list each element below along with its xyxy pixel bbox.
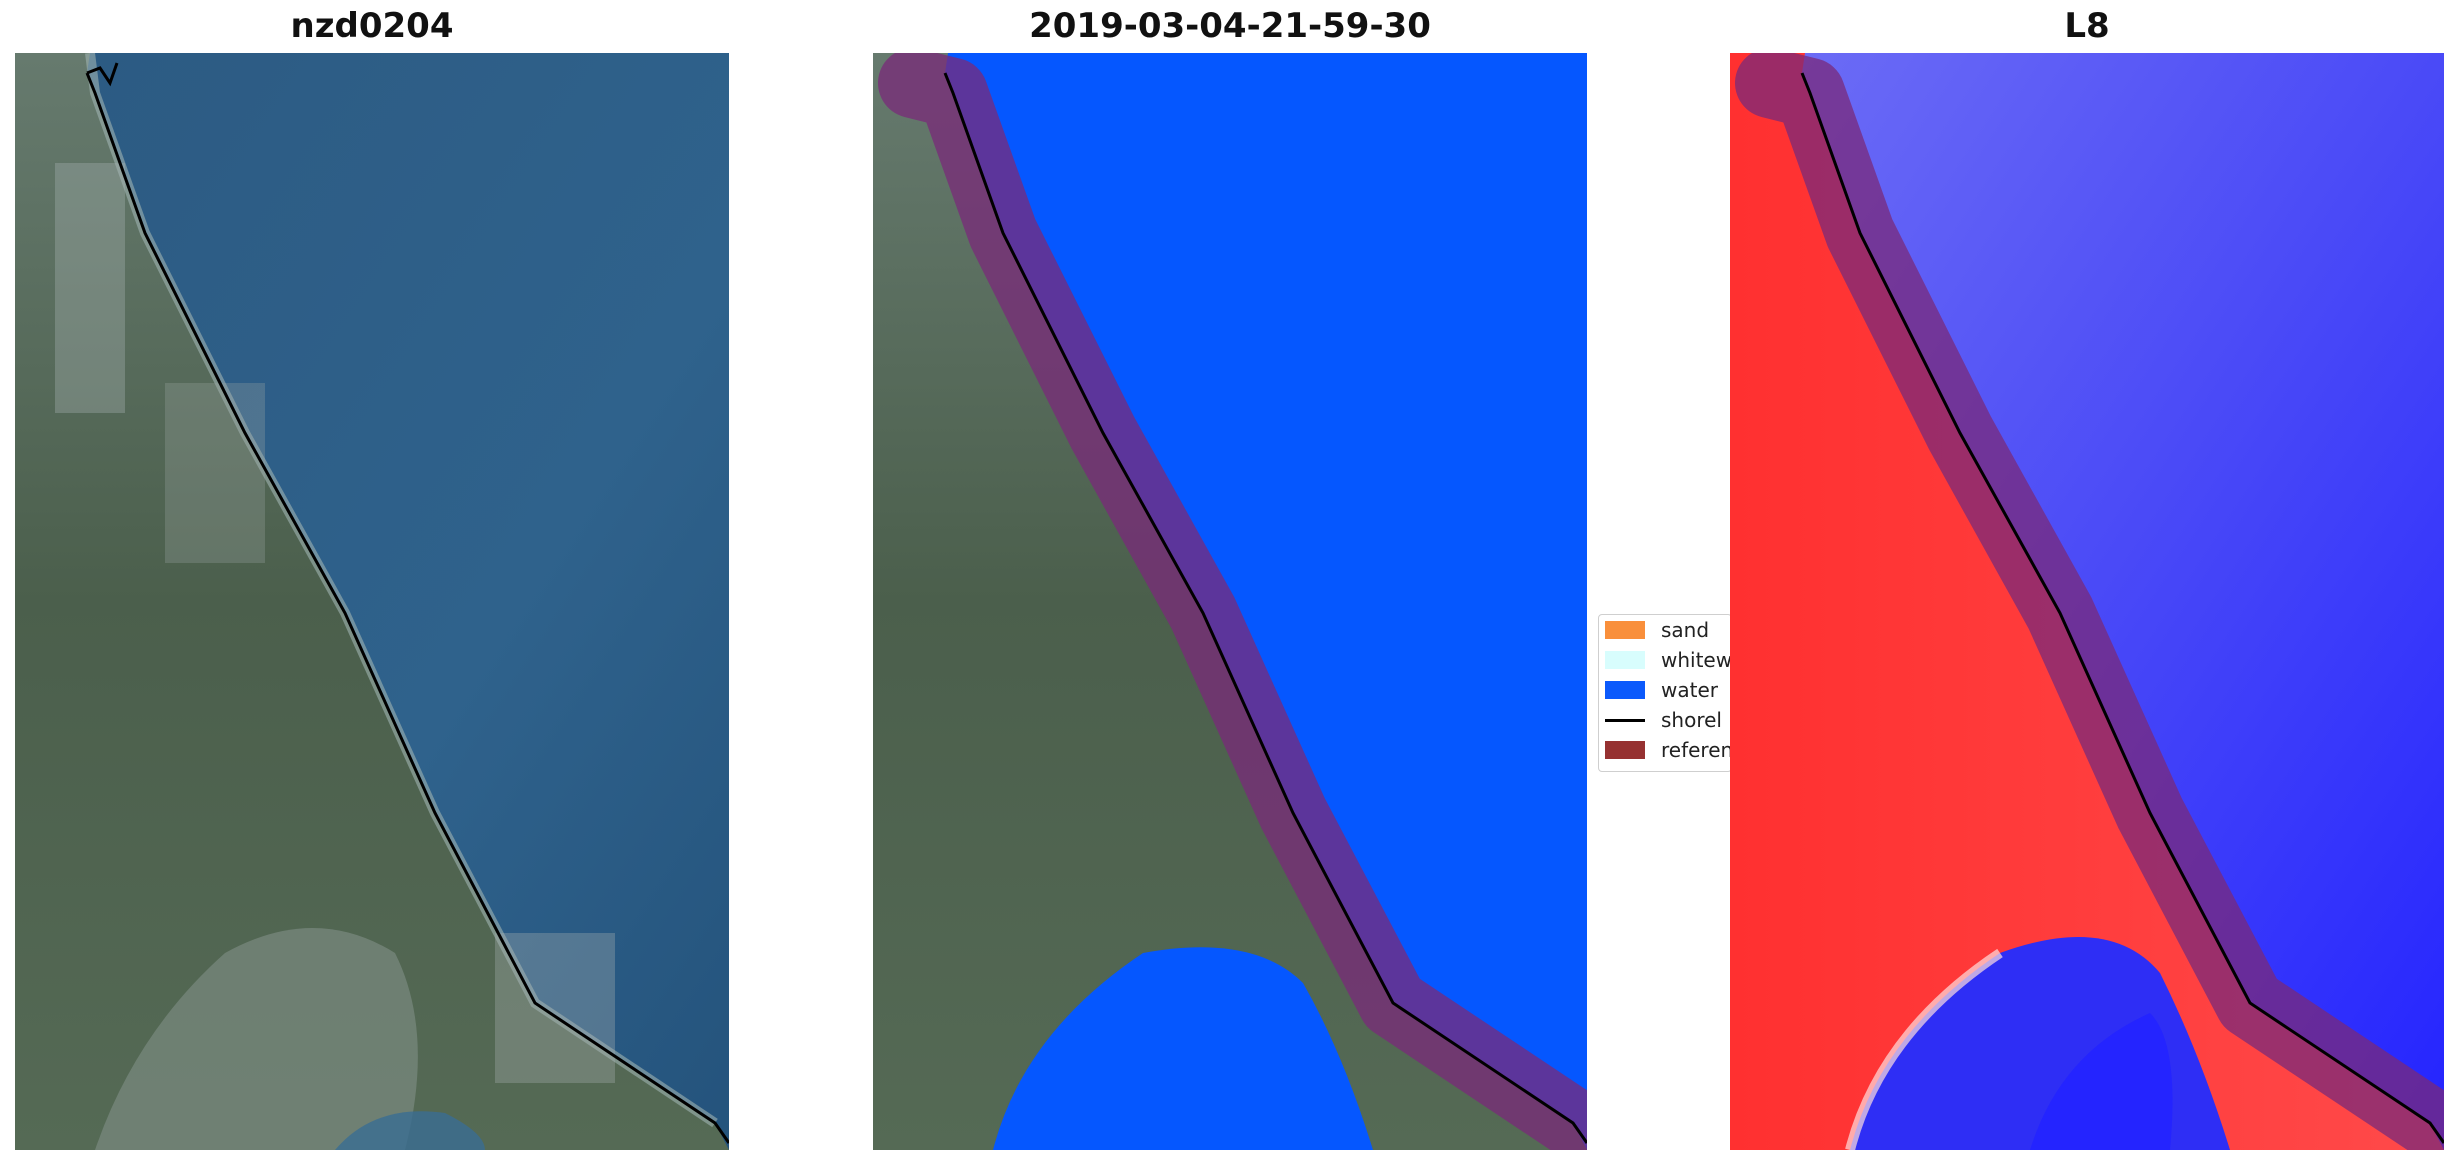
index-image: [1730, 53, 2444, 1150]
legend-item-water: water: [1605, 677, 1718, 703]
legend-swatch-whitewater: [1605, 651, 1645, 669]
legend-item-shoreline: shorel: [1605, 707, 1722, 733]
classification-image: [873, 53, 1587, 1150]
legend: sand whitew water shorel referen: [1598, 614, 1732, 772]
legend-item-sand: sand: [1605, 617, 1709, 643]
legend-swatch-water: [1605, 681, 1645, 699]
panel-title-rgb: nzd0204: [290, 6, 454, 46]
legend-swatch-reference: [1605, 741, 1645, 759]
legend-label-shoreline: shorel: [1661, 708, 1722, 732]
panel-title-classification: 2019-03-04-21-59-30: [1029, 6, 1431, 46]
rgb-image: [15, 53, 729, 1150]
legend-label-water: water: [1661, 678, 1718, 702]
panel-index: L8: [1730, 0, 2444, 1160]
panel-title-index: L8: [2064, 6, 2110, 46]
legend-item-whitewater: whitew: [1605, 647, 1732, 673]
panel-classification: 2019-03-04-21-59-30: [873, 0, 1587, 1160]
legend-item-reference: referen: [1605, 737, 1732, 763]
legend-label-reference: referen: [1661, 738, 1732, 762]
legend-swatch-sand: [1605, 621, 1645, 639]
panel-rgb: nzd0204: [15, 0, 729, 1160]
legend-label-sand: sand: [1661, 618, 1710, 642]
legend-label-whitewater: whitew: [1661, 648, 1732, 672]
legend-swatch-shoreline: [1605, 718, 1645, 722]
